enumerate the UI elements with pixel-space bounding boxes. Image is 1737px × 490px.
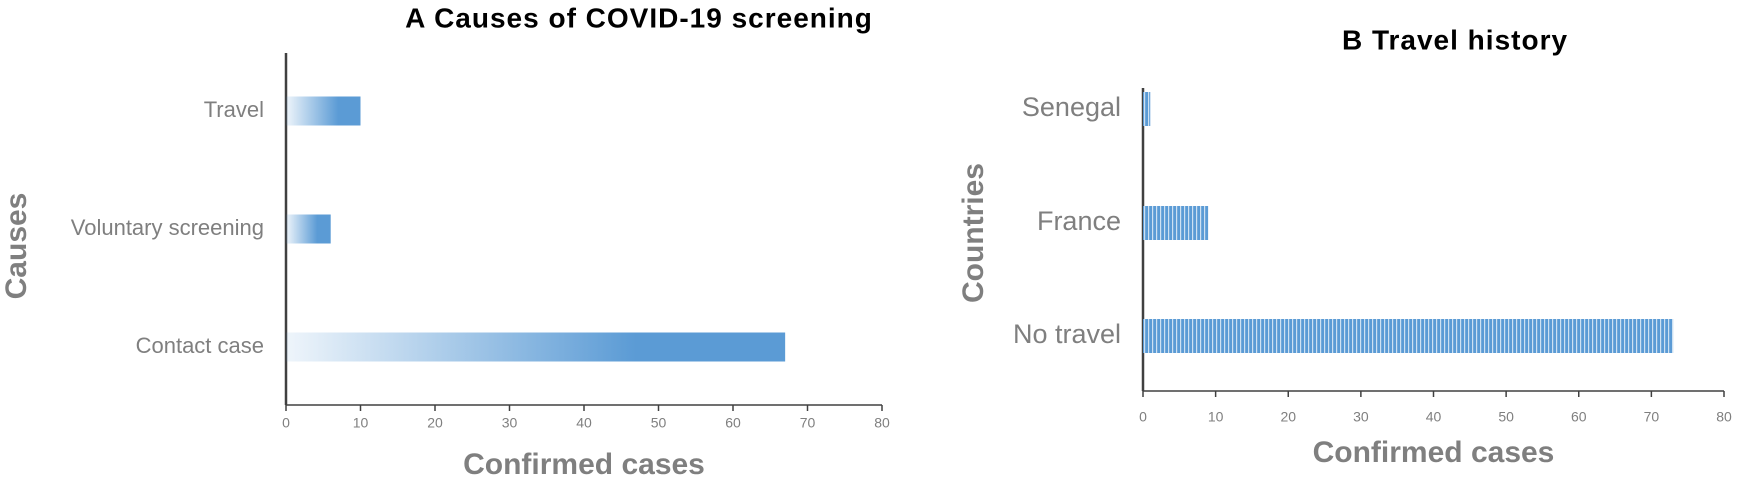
bar [1143,206,1209,240]
y-tick-label: Senegal [1022,92,1121,122]
x-tick-label: 60 [725,415,741,431]
x-tick-label: 80 [874,415,890,431]
y-tick-label: France [1037,206,1121,236]
bar [286,214,331,244]
bar [286,332,786,362]
x-tick-label: 20 [1280,409,1296,425]
x-tick-label: 40 [1426,409,1442,425]
chart-title: A Causes of COVID-19 screening [405,2,873,33]
y-tick-label: Travel [204,97,264,122]
bar [1143,92,1151,126]
x-axis-title: Confirmed cases [463,448,705,481]
x-tick-label: 40 [576,415,592,431]
y-axis-title: Countries [957,163,990,303]
x-tick-label: 0 [1139,409,1147,425]
x-tick-label: 30 [502,415,518,431]
x-tick-label: 0 [282,415,290,431]
x-tick-label: 60 [1571,409,1587,425]
x-tick-label: 30 [1353,409,1369,425]
x-tick-label: 50 [651,415,667,431]
x-axis-title: Confirmed cases [1313,436,1555,469]
bar [286,96,361,126]
y-axis-title: Causes [0,193,33,300]
x-tick-label: 10 [1208,409,1224,425]
x-tick-label: 70 [1644,409,1660,425]
x-tick-label: 10 [353,415,369,431]
y-tick-label: Contact case [136,333,264,358]
y-tick-label: No travel [1013,319,1121,349]
x-tick-label: 70 [800,415,816,431]
x-tick-label: 80 [1716,409,1732,425]
x-tick-label: 50 [1498,409,1514,425]
bar [1143,319,1674,353]
x-tick-label: 20 [427,415,443,431]
chart-title: B Travel history [1342,24,1568,55]
y-tick-label: Voluntary screening [71,215,264,240]
